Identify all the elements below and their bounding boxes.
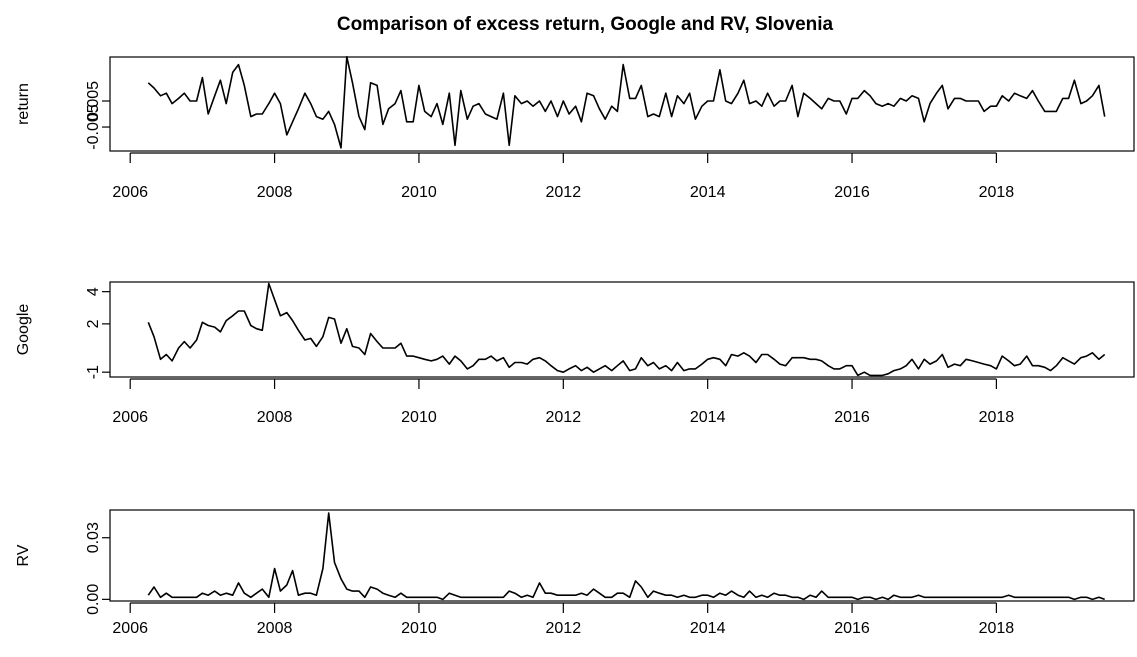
data-line [147, 282, 1106, 377]
x-tick-label: 2014 [690, 184, 726, 201]
y-tick-label: 0.00 [85, 584, 102, 615]
plot-frame [109, 509, 1135, 602]
x-tick-label: 2016 [834, 409, 870, 426]
plot-frame [109, 56, 1135, 152]
x-tick-label: 2012 [546, 409, 582, 426]
plot-frame [109, 281, 1135, 378]
x-tick-label: 2010 [401, 409, 437, 426]
x-tick-label: 2006 [112, 620, 148, 637]
x-tick-label: 2014 [690, 409, 726, 426]
x-tick-label: 2018 [979, 409, 1015, 426]
y-axis-label: return [15, 83, 32, 125]
x-tick-label: 2008 [257, 620, 293, 637]
y-axis-label: Google [15, 304, 32, 356]
x-tick-label: 2016 [834, 184, 870, 201]
chart-title: Comparison of excess return, Google and … [337, 14, 834, 35]
x-tick-label: 2018 [979, 620, 1015, 637]
y-tick-label: 4 [85, 287, 102, 296]
y-tick-label: -1 [85, 365, 102, 379]
y-axis-label: RV [15, 544, 32, 566]
y-tick-label: 0.005 [85, 81, 102, 121]
x-tick-label: 2018 [979, 184, 1015, 201]
y-tick-label: -0.005 [85, 104, 102, 149]
x-tick-label: 2008 [257, 409, 293, 426]
x-tick-label: 2016 [834, 620, 870, 637]
x-tick-label: 2006 [112, 409, 148, 426]
data-line [147, 55, 1106, 149]
x-tick-label: 2010 [401, 184, 437, 201]
x-tick-label: 2008 [257, 184, 293, 201]
x-tick-label: 2014 [690, 620, 726, 637]
x-tick-label: 2010 [401, 620, 437, 637]
x-tick-label: 2006 [112, 184, 148, 201]
x-tick-label: 2012 [546, 184, 582, 201]
y-tick-label: 0.03 [85, 522, 102, 553]
data-line [147, 512, 1105, 601]
y-tick-label: 2 [85, 319, 102, 328]
x-tick-label: 2012 [546, 620, 582, 637]
